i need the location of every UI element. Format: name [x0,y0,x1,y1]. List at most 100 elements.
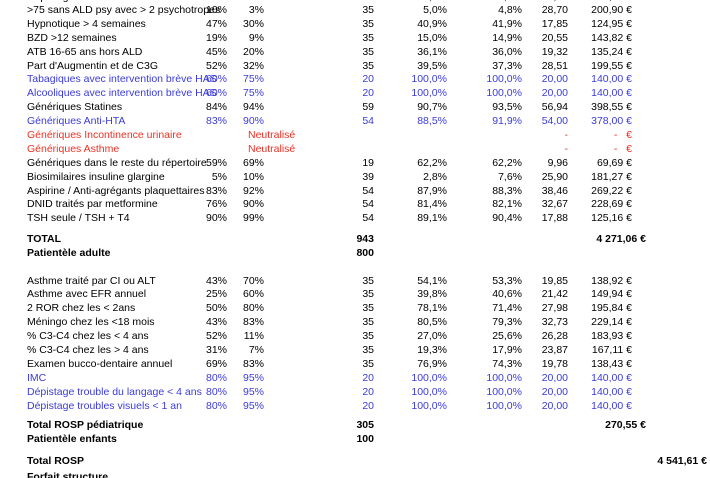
cell-taux-initial: 78,1% [417,302,447,315]
cell-points-max: 35 [362,59,374,72]
cell-montant: 140,00 € [591,385,632,398]
cell-points-obtenus: 23,87 [541,343,568,356]
cell-taux-atteint: 100,0% [486,87,522,100]
indicator-row: Biosimilaires insuline glargine 5% 10% 3… [0,171,710,185]
cell-montant: 140,00 € [591,87,632,100]
indicator-row: Génériques Asthme Neutralisé - - € [0,143,710,157]
cell-taux-atteint: 79,3% [492,316,522,329]
cell-montant: 228,69 € [591,198,632,211]
cell-objectif-cible: 7% [248,343,264,356]
cell-points-obtenus: 26,28 [541,330,568,343]
indicator-label: BZD >12 semaines [27,31,117,44]
cell-objectif-intermediaire: 43% [205,316,227,329]
indicator-label: Dépistage trouble du langage < 4 ans [27,385,202,398]
cell-taux-initial: 88,5% [417,115,447,128]
indicator-label: Biosimilaires insuline glargine [27,170,165,183]
indicator-label: Génériques Anti-HTA [27,115,126,128]
cell-taux-initial: 100,0% [411,371,447,384]
cell-objectif-cible: 70% [242,274,264,287]
cell-montant: 378,00 € [591,115,632,128]
indicator-row: Dépistage troubles visuels < 1 an 80% 95… [0,400,710,414]
indicator-label: DNID traités par metformine [27,198,158,211]
cell-points-max: 19 [362,156,374,169]
forfait-structure-label: Forfait structure [27,470,109,478]
indicator-row: TSH seule / TSH + T4 90% 99% 54 89,1% 90… [0,212,710,226]
cell-taux-initial: 39,8% [417,288,447,301]
cell-montant: 199,55 € [591,59,632,72]
cell-taux-atteint: 4,8% [498,4,522,16]
cell-points-obtenus: 20,00 [541,385,568,398]
cell-points-obtenus: 25,90 [541,170,568,183]
cell-montant: 124,95 € [591,17,632,30]
cell-taux-atteint: 82,1% [492,198,522,211]
cell-objectif-intermediaire: 5% [211,170,227,183]
cell-points-obtenus: 38,46 [541,184,568,197]
cell-montant: 140,00 € [591,73,632,86]
indicator-row: % C3-C4 chez les > 4 ans 31% 7% 35 19,3%… [0,344,710,358]
cell-taux-initial: 100,0% [411,385,447,398]
cell-objectif-intermediaire: 19% [205,31,227,44]
indicator-row: % C3-C4 chez les < 4 ans 52% 11% 35 27,0… [0,330,710,344]
cell-objectif-cible: 3% [248,4,264,16]
cell-points-max: 54 [362,184,374,197]
cell-objectif-intermediaire: 80% [205,385,227,398]
cell-objectif-cible: 11% [243,330,264,343]
cell-points-obtenus: 27,98 [541,302,568,315]
cell-objectif-cible: 9% [248,31,264,44]
indicator-label: Aspirine / Anti-agrégants plaquettaires [27,184,205,197]
cell-montant: 72,31 € [597,0,632,4]
spacer [0,226,710,233]
cell-points-max: 35 [362,31,374,44]
grand-total-row: Total ROSP 4 541,61 € [0,455,710,469]
cell-montant: 398,55 € [591,101,632,114]
cell-taux-atteint: 17,9% [492,343,522,356]
cell-taux-atteint: 100,0% [486,371,522,384]
indicator-row: Génériques Anti-HTA 83% 90% 54 88,5% 91,… [0,115,710,129]
cell-points-obtenus: 32,67 [541,198,568,211]
patientele-adulte-label: Patientèle adulte [27,246,111,259]
cell-points-obtenus: 56,94 [541,101,568,114]
cell-objectif-cible: 99% [242,212,264,225]
indicator-label: Alcooliques avec intervention brève HAS [27,87,217,100]
indicator-label: Méningo chez les <18 mois [27,316,155,329]
indicator-row: Asthme traité par CI ou ALT 43% 70% 35 5… [0,275,710,289]
cell-points-obtenus: 19,85 [541,274,568,287]
indicator-label: Asthme avec EFR annuel [27,288,147,301]
cell-points-obtenus: 20,00 [541,73,568,86]
cell-objectif-intermediaire: 10% [205,4,227,16]
cell-objectif-cible: 95% [242,399,264,412]
cell-taux-initial: 15,0% [417,31,447,44]
cell-objectif-intermediaire: 83% [205,184,227,197]
cell-taux-initial: 87,9% [417,184,447,197]
indicator-row: ATB 16-65 ans hors ALD 45% 20% 35 36,1% … [0,46,710,60]
cell-montant: 183,93 € [591,330,632,343]
cell-points-max: 35 [362,17,374,30]
cell-taux-initial: 27,0% [417,330,447,343]
cell-taux-initial: 100,0% [411,87,447,100]
cell-montant: - € [613,129,632,142]
cell-points-max: 20 [362,73,374,86]
cell-objectif-intermediaire: 43% [205,274,227,287]
cell-montant: 181,27 € [591,170,632,183]
cell-objectif-intermediaire: 84% [205,101,227,114]
cell-points-max: 35 [362,0,374,4]
cell-points-max: 35 [362,274,374,287]
total-adult-amount: 4 271,06 € [596,232,646,245]
adult-indicators-section: >75 sans ALD psy avec > 2 psychotropes 1… [0,4,710,226]
cell-points-obtenus: 17,88 [541,212,568,225]
cell-montant: 167,11 € [591,343,632,356]
cell-montant: 140,00 € [591,371,632,384]
cell-montant: 149,94 € [591,288,632,301]
cell-objectif-intermediaire: 45% [205,45,227,58]
cell-montant: 143,82 € [591,31,632,44]
cell-objectif-intermediaire: 80% [205,399,227,412]
cell-objectif-cible: 75% [242,87,264,100]
indicator-label: Dépistage cancer colorectal [27,0,157,4]
indicator-label: Génériques Asthme [27,142,120,155]
cell-taux-atteint: 41,9% [492,17,522,30]
indicator-row: Part d'Augmentin et de C3G 52% 32% 35 39… [0,60,710,74]
cell-points-obtenus: - [564,129,569,142]
indicator-row: Génériques dans le reste du répertoire 5… [0,157,710,171]
cell-montant: 125,16 € [591,212,632,225]
indicator-row: DNID traités par metformine 76% 90% 54 8… [0,198,710,212]
